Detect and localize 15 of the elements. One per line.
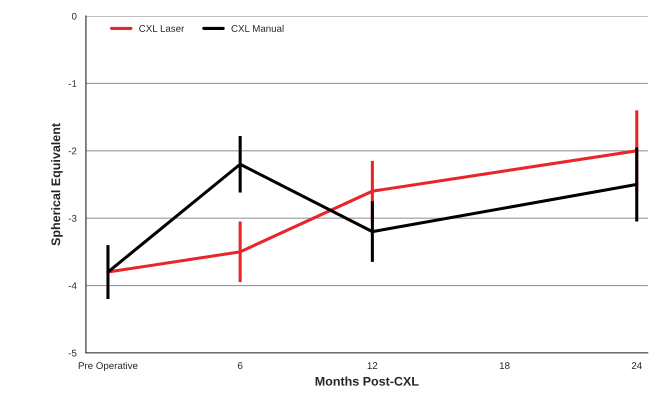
- y-axis-title: Spherical Equivalent: [51, 123, 63, 246]
- x-tick-label: 12: [368, 362, 378, 369]
- y-tick-label: -5: [68, 350, 76, 356]
- x-tick-label: 18: [500, 362, 510, 370]
- x-tick-label: 6: [238, 362, 242, 370]
- x-tick-label: Pre Operative: [78, 362, 138, 371]
- x-tick-label: 24: [632, 362, 642, 369]
- y-tick-label: -2: [68, 148, 76, 154]
- legend-label: CXL Manual: [231, 24, 284, 32]
- y-tick-label: -4: [68, 282, 77, 290]
- y-tick-label: -1: [68, 80, 76, 87]
- y-tick-label: -3: [68, 214, 76, 222]
- x-axis-title: Months Post-CXL: [316, 376, 419, 386]
- legend-label: CXL Laser: [139, 25, 184, 32]
- y-tick-label: 0: [72, 12, 77, 20]
